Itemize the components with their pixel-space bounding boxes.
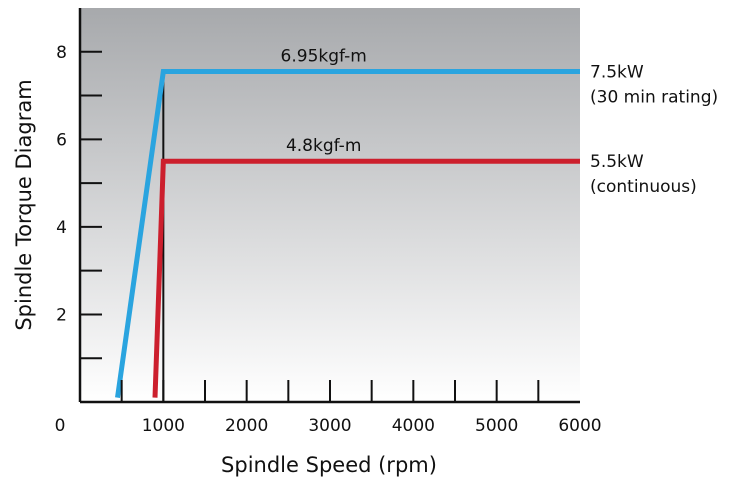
- series-line-1: [152, 158, 580, 398]
- y-tick-label: 4: [56, 218, 67, 238]
- series-line-0: [115, 68, 580, 398]
- x-tick-label: 3000: [308, 416, 351, 436]
- series-power-label-0: 7.5kW: [590, 62, 644, 82]
- y-tick-label: 6: [56, 130, 67, 150]
- series-power-label-1: (continuous): [590, 177, 697, 197]
- series-power-label-1: 5.5kW: [590, 152, 644, 172]
- x-tick-label: 0: [55, 416, 66, 436]
- x-tick-label: 2000: [225, 416, 268, 436]
- y-tick-label: 2: [56, 305, 67, 325]
- x-tick-label: 4000: [392, 416, 435, 436]
- y-axis-label: Spindle Torque Diagram: [12, 79, 36, 330]
- series-power-label-0: (30 min rating): [590, 87, 718, 107]
- x-tick-label: 6000: [558, 416, 601, 436]
- y-tick-label: 8: [56, 43, 67, 63]
- x-tick-label: 5000: [475, 416, 518, 436]
- series-torque-label-1: 4.8kgf-m: [286, 136, 361, 156]
- series-torque-label-0: 6.95kgf-m: [281, 46, 367, 66]
- x-tick-label: 1000: [142, 416, 185, 436]
- x-axis-label: Spindle Speed (rpm): [221, 453, 437, 477]
